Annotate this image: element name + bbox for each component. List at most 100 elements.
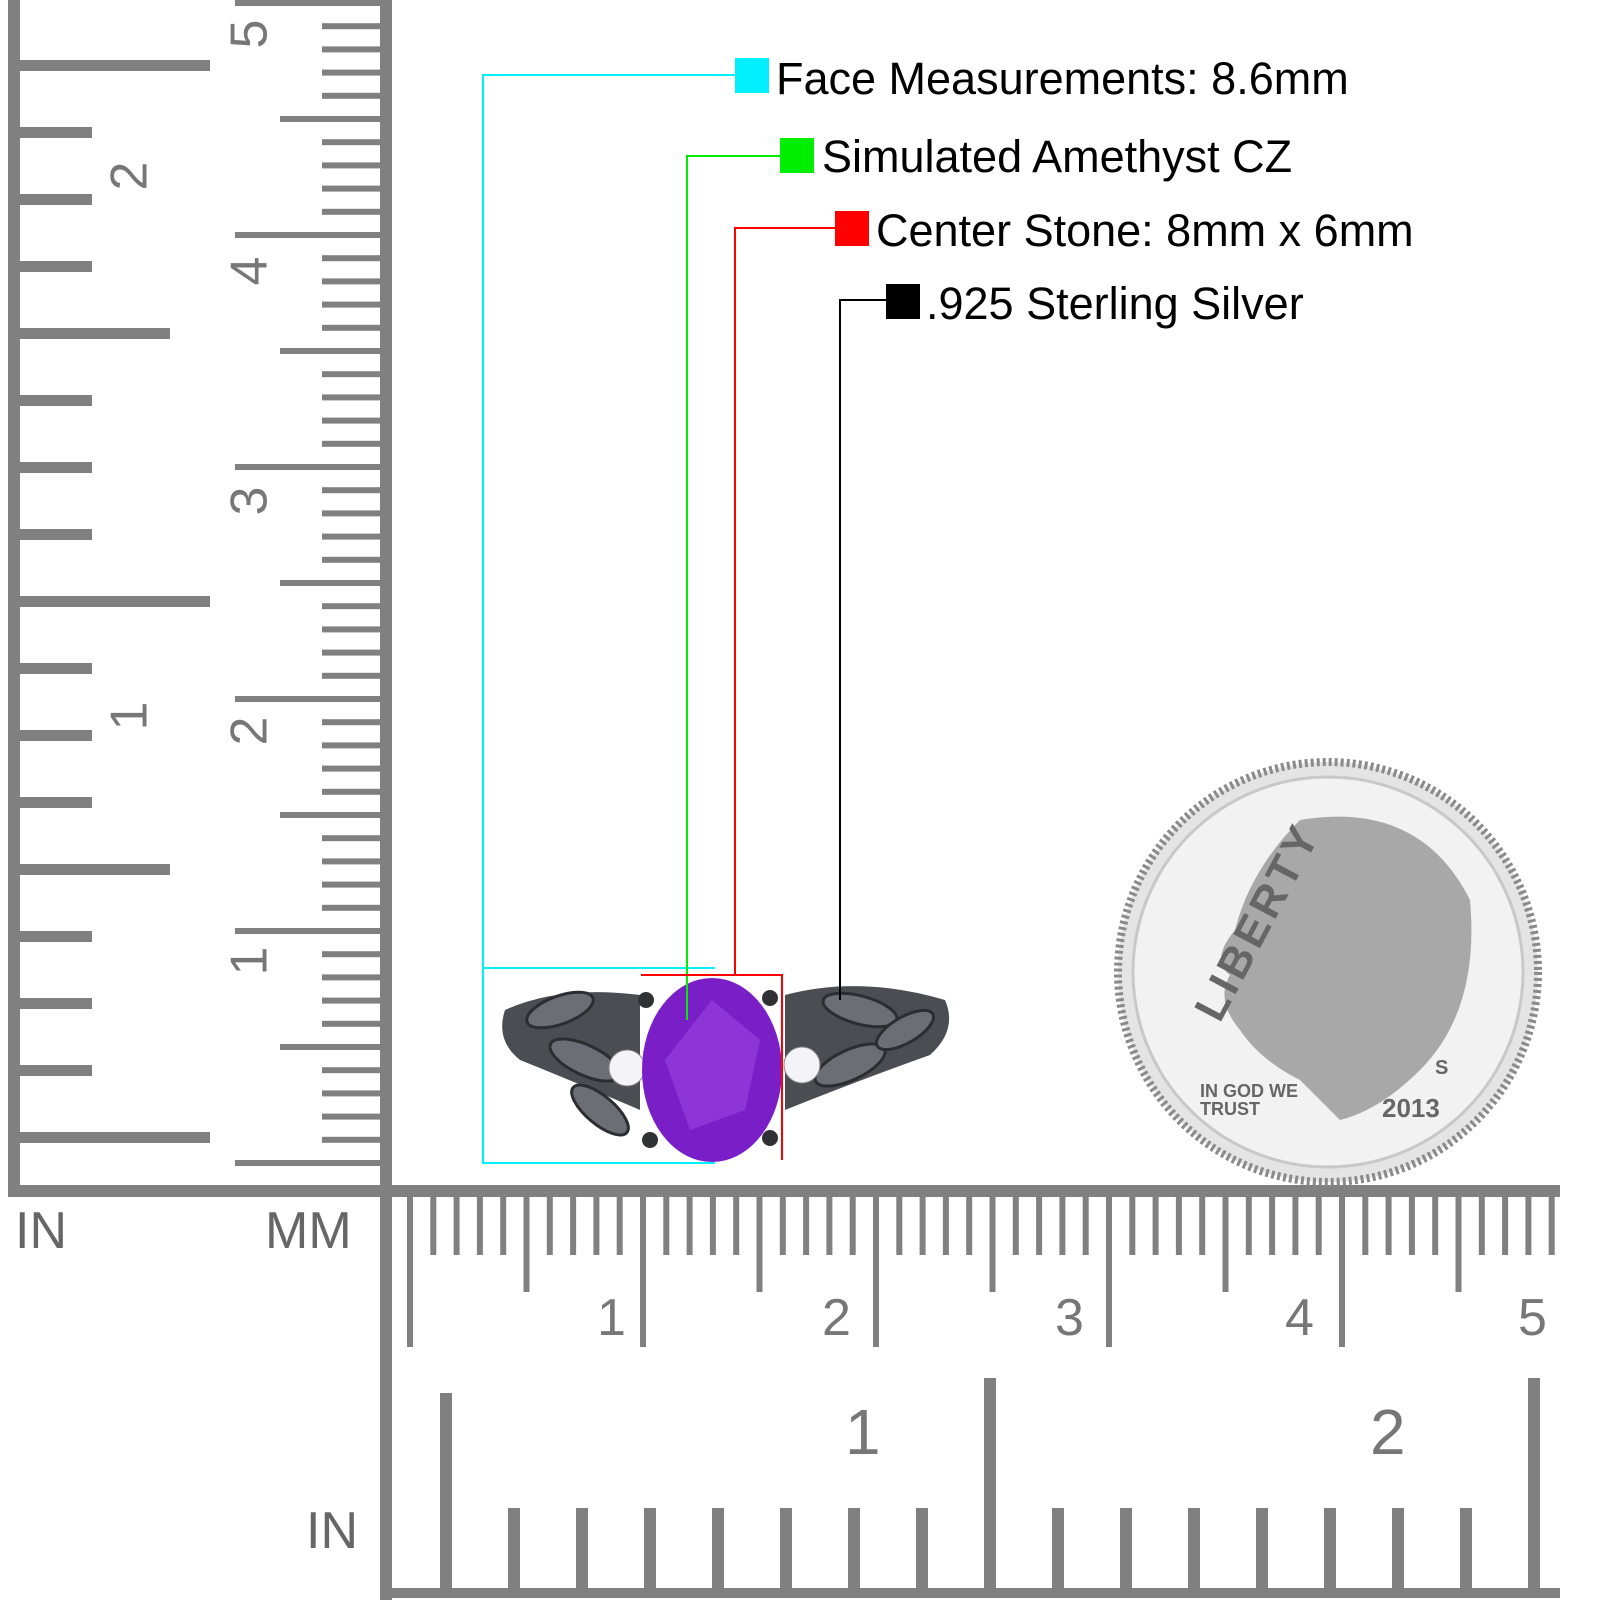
- horizontal-mm-tick: [779, 1197, 786, 1255]
- horizontal-mm-tick: [966, 1197, 973, 1255]
- horizontal-inch-tick: [984, 1378, 996, 1588]
- hmm-label: 4: [1285, 1289, 1314, 1347]
- vertical-mm-tick: [322, 278, 380, 285]
- horizontal-mm-tick: [1339, 1197, 1345, 1347]
- coin-portrait: [1221, 816, 1472, 1120]
- vertical-mm-tick: [235, 232, 380, 238]
- vertical-mm-tick: [322, 324, 380, 331]
- vertical-mm-tick: [322, 23, 380, 30]
- unit-label-in-bottom: IN: [306, 1502, 358, 1560]
- vinch-label: 2: [100, 161, 159, 191]
- horizontal-mm-tick: [1478, 1197, 1485, 1255]
- horizontal-inch-tick: [1052, 1508, 1064, 1588]
- stone-facet: [665, 1000, 760, 1130]
- leaf: [525, 990, 595, 1030]
- vertical-mm-tick: [322, 371, 380, 378]
- mm-ruler-edge: [380, 0, 392, 1600]
- horizontal-mm-tick: [733, 1197, 740, 1255]
- side-stone-left: [608, 1049, 646, 1087]
- green-swatch: [780, 138, 814, 173]
- vmm-label: 3: [220, 486, 279, 516]
- ring: [502, 978, 950, 1162]
- horizontal-mm-tick: [430, 1197, 437, 1255]
- hinch-label: 1: [845, 1396, 881, 1468]
- horizontal-mm-tick: [1199, 1197, 1206, 1255]
- horizontal-mm-tick: [1012, 1197, 1019, 1255]
- vertical-mm-tick: [322, 139, 380, 146]
- vertical-inch-tick: [20, 596, 210, 607]
- vertical-mm-tick: [235, 928, 380, 934]
- horizontal-mm-tick: [616, 1197, 623, 1255]
- vertical-mm-tick: [235, 696, 380, 702]
- vmm-label: 5: [220, 19, 279, 49]
- vertical-mm-tick: [322, 417, 380, 424]
- vertical-mm-tick: [322, 719, 380, 726]
- vertical-mm-tick: [322, 1067, 380, 1074]
- hmm-label: 5: [1518, 1289, 1547, 1347]
- vertical-mm-tick: [322, 997, 380, 1004]
- prong: [762, 990, 778, 1006]
- horizontal-inch-tick: [916, 1508, 928, 1588]
- vertical-mm-tick: [322, 742, 380, 749]
- horizontal-mm-tick: [523, 1197, 530, 1292]
- vertical-inch-tick: [20, 462, 92, 473]
- prong: [638, 992, 654, 1008]
- stone-type-line: [686, 155, 780, 1020]
- vertical-inch-tick: [20, 998, 92, 1009]
- vertical-mm-tick: [322, 162, 380, 169]
- vertical-inch-tick: [20, 730, 92, 741]
- horizontal-inch-tick: [644, 1508, 656, 1588]
- horizontal-mm-tick: [1315, 1197, 1322, 1255]
- horizontal-mm-tick: [570, 1197, 577, 1255]
- horizontal-mm-tick: [1245, 1197, 1252, 1255]
- vertical-mm-tick: [235, 0, 380, 6]
- vertical-inch-tick: [20, 864, 170, 875]
- center-stone-line: [734, 227, 835, 975]
- horizontal-mm-tick: [640, 1197, 646, 1347]
- vertical-mm-tick: [280, 580, 380, 586]
- horizontal-mm-tick: [803, 1197, 810, 1255]
- coin-year: 2013: [1382, 1093, 1440, 1123]
- horizontal-mm-tick: [709, 1197, 716, 1255]
- horizontal-mm-tick: [1408, 1197, 1415, 1255]
- vertical-mm-tick: [322, 301, 380, 308]
- leaf: [570, 1083, 630, 1137]
- horizontal-inch-tick: [712, 1508, 724, 1588]
- horizontal-mm-tick: [756, 1197, 763, 1292]
- horizontal-mm-tick: [1385, 1197, 1392, 1255]
- prong: [642, 1132, 658, 1148]
- prong: [762, 1130, 778, 1146]
- vmm-label: 4: [220, 256, 279, 286]
- horizontal-mm-tick: [546, 1197, 553, 1255]
- vertical-mm-tick: [280, 348, 380, 354]
- horizontal-inch-tick: [1528, 1378, 1540, 1588]
- vertical-mm-tick: [322, 649, 380, 656]
- vertical-mm-tick: [280, 116, 380, 122]
- horizontal-mm-tick: [1525, 1197, 1532, 1255]
- leaf: [875, 1008, 935, 1052]
- horizontal-inch-tick: [440, 1393, 452, 1588]
- horizontal-mm-tick: [1059, 1197, 1066, 1255]
- horizontal-inch-tick: [1120, 1508, 1132, 1588]
- coin-trust: IN GOD WE TRUST: [1200, 1081, 1298, 1119]
- vertical-inch-tick: [20, 529, 92, 540]
- horizontal-inch-tick: [1392, 1508, 1404, 1588]
- face-measure-line: [482, 74, 735, 1164]
- cyan-swatch: [735, 58, 769, 93]
- vertical-inch-tick: [20, 194, 92, 205]
- horizontal-inch-tick: [1188, 1508, 1200, 1588]
- horizontal-mm-tick: [663, 1197, 670, 1255]
- vertical-mm-tick: [235, 464, 380, 470]
- horizontal-mm-tick: [826, 1197, 833, 1255]
- vertical-inch-tick: [20, 127, 92, 138]
- horizontal-mm-tick: [1036, 1197, 1043, 1255]
- vertical-mm-tick: [322, 185, 380, 192]
- horizontal-mm-tick: [873, 1197, 879, 1347]
- vertical-mm-tick: [322, 881, 380, 888]
- vertical-mm-tick: [235, 1160, 380, 1166]
- vertical-mm-tick: [322, 603, 380, 610]
- vinch-label: 1: [100, 701, 159, 731]
- horizontal-mm-tick: [1292, 1197, 1299, 1255]
- legend-face-measurements: Face Measurements: 8.6mm: [776, 53, 1349, 104]
